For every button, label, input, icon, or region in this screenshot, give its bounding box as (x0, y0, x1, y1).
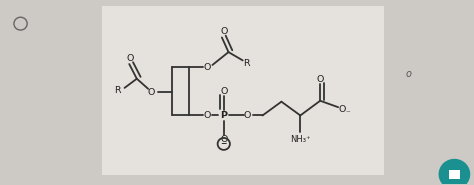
Text: ⁻: ⁻ (345, 109, 350, 118)
Text: O: O (317, 75, 324, 84)
Text: O: O (220, 27, 228, 36)
Text: −: − (220, 139, 227, 148)
Text: O: O (203, 63, 210, 72)
Text: O: O (220, 87, 228, 96)
Text: O: O (127, 54, 134, 63)
Text: O: O (148, 88, 155, 97)
Text: O: O (338, 105, 346, 115)
Text: O: O (203, 111, 210, 120)
Text: o: o (405, 69, 411, 79)
Text: O: O (220, 135, 228, 144)
Circle shape (439, 159, 470, 185)
Text: R: R (115, 86, 121, 95)
Text: P: P (220, 111, 227, 120)
Text: R: R (243, 59, 250, 68)
Text: O: O (244, 111, 251, 120)
Text: NH₃⁺: NH₃⁺ (290, 135, 310, 144)
FancyBboxPatch shape (449, 170, 460, 179)
FancyBboxPatch shape (102, 6, 383, 175)
